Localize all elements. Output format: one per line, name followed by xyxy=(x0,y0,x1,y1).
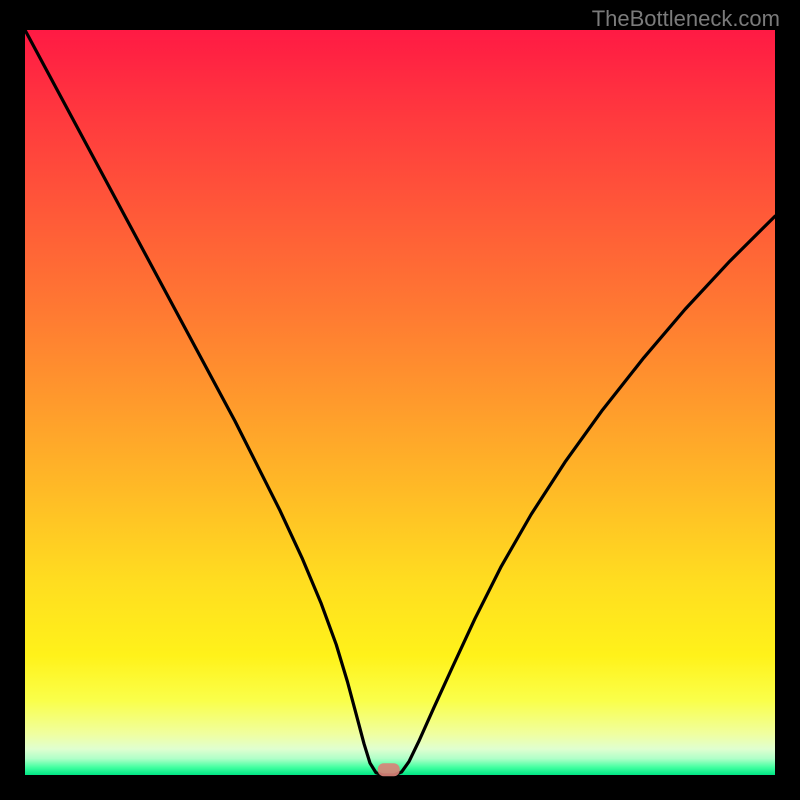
chart-root: TheBottleneck.com xyxy=(0,0,800,800)
plot-gradient-bg xyxy=(25,30,775,775)
bottleneck-chart xyxy=(0,0,800,800)
current-position-marker xyxy=(378,763,400,776)
watermark-text: TheBottleneck.com xyxy=(592,6,780,32)
